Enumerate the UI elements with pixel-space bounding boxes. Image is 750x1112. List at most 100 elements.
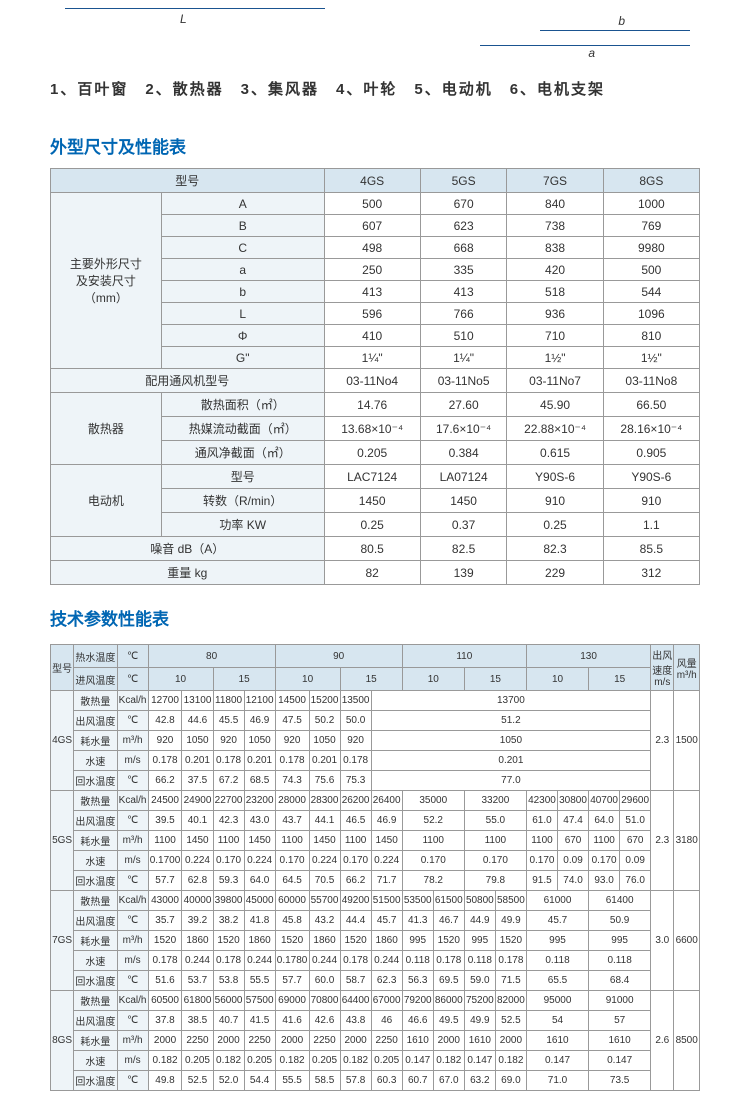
metric-label: 水速 xyxy=(74,751,117,771)
unit-label: Kcal/h xyxy=(117,791,148,811)
cell: 1100 xyxy=(213,831,244,851)
cell: 0.25 xyxy=(324,513,420,537)
weight-label: 重量 kg xyxy=(51,561,325,585)
cell: 82.3 xyxy=(507,537,603,561)
cell: 910 xyxy=(507,489,603,513)
cell: 86000 xyxy=(433,991,464,1011)
cell: 1520 xyxy=(213,931,244,951)
unit-label: Kcal/h xyxy=(117,891,148,911)
cell: 0.182 xyxy=(148,1051,182,1071)
cell: 0.1700 xyxy=(148,851,182,871)
cell: 51.0 xyxy=(620,811,651,831)
cell: 59.0 xyxy=(464,971,495,991)
cell: 2000 xyxy=(213,1031,244,1051)
th-model: 型号 xyxy=(51,169,325,193)
cell: 52.2 xyxy=(402,811,464,831)
cell: 37.5 xyxy=(182,771,213,791)
cell: 710 xyxy=(507,325,603,347)
cell: 1¼" xyxy=(324,347,420,369)
model-cell: 7GS xyxy=(51,891,74,991)
cell: 70.5 xyxy=(309,871,340,891)
cell: 920 xyxy=(275,731,309,751)
row-label: 热媒流动截面（㎡） xyxy=(161,417,324,441)
metric-label: 耗水量 xyxy=(74,831,117,851)
cell: 28.16×10⁻⁴ xyxy=(603,417,699,441)
unit-label: Kcal/h xyxy=(117,691,148,711)
cell: 0.244 xyxy=(182,951,213,971)
cell: 50.2 xyxy=(309,711,340,731)
cell: 0.170 xyxy=(526,851,557,871)
th-sub: 10 xyxy=(526,668,588,691)
cell: 54.4 xyxy=(244,1071,275,1091)
cell: 838 xyxy=(507,237,603,259)
cell: 0.09 xyxy=(620,851,651,871)
cell: 56.3 xyxy=(402,971,433,991)
cell: 74.3 xyxy=(275,771,309,791)
cell: 30800 xyxy=(558,791,589,811)
cell: 910 xyxy=(603,489,699,513)
cell: 413 xyxy=(420,281,507,303)
cell: 2000 xyxy=(275,1031,309,1051)
cell: 0.182 xyxy=(433,1051,464,1071)
cell: 596 xyxy=(324,303,420,325)
unit-label: m³/h xyxy=(117,731,148,751)
performance-table: 型号热水温度℃8090110130出风速度m/s风量m³/h进风温度℃10151… xyxy=(50,644,700,1091)
cell: 45.90 xyxy=(507,393,603,417)
cell: 43.8 xyxy=(340,1011,371,1031)
cell: 0.201 xyxy=(371,751,651,771)
cell: 26200 xyxy=(340,791,371,811)
cell: 0.118 xyxy=(402,951,433,971)
cell: 61500 xyxy=(433,891,464,911)
cell: 60000 xyxy=(275,891,309,911)
cell: 03-11No8 xyxy=(603,369,699,393)
unit-label: m/s xyxy=(117,951,148,971)
cell: 0.182 xyxy=(275,1051,309,1071)
cell: 0.170 xyxy=(213,851,244,871)
cell: 1100 xyxy=(148,831,182,851)
cell: 0.178 xyxy=(148,751,182,771)
th-4gs: 4GS xyxy=(324,169,420,193)
cell: 27.60 xyxy=(420,393,507,417)
cell: 55.5 xyxy=(244,971,275,991)
speed-cell: 2.6 xyxy=(651,991,674,1091)
cell: 42.8 xyxy=(148,711,182,731)
dim-key: B xyxy=(161,215,324,237)
cell: 73.5 xyxy=(589,1071,651,1091)
cell: 47.5 xyxy=(275,711,309,731)
cell: 0.118 xyxy=(464,951,495,971)
cell: 43.7 xyxy=(275,811,309,831)
metric-label: 回水温度 xyxy=(74,971,117,991)
cell: 49.5 xyxy=(433,1011,464,1031)
cell: 57 xyxy=(589,1011,651,1031)
dim-key: a xyxy=(161,259,324,281)
cell: 79200 xyxy=(402,991,433,1011)
cell: 769 xyxy=(603,215,699,237)
flow-cell: 8500 xyxy=(674,991,700,1091)
cell: 22700 xyxy=(213,791,244,811)
th-sub: 10 xyxy=(402,668,464,691)
cell: 0.170 xyxy=(464,851,526,871)
cell: 0.244 xyxy=(371,951,402,971)
cell: 995 xyxy=(464,931,495,951)
metric-label: 耗水量 xyxy=(74,931,117,951)
cell: 91.5 xyxy=(526,871,557,891)
metric-label: 耗水量 xyxy=(74,731,117,751)
unit-label: m³/h xyxy=(117,1031,148,1051)
cell: 920 xyxy=(340,731,371,751)
cell: 69000 xyxy=(275,991,309,1011)
cell: 53500 xyxy=(402,891,433,911)
cell: 0.37 xyxy=(420,513,507,537)
cell: 82000 xyxy=(495,991,526,1011)
cell: 66.2 xyxy=(148,771,182,791)
cell: 544 xyxy=(603,281,699,303)
cell: 1520 xyxy=(340,931,371,951)
dimensions-table: 型号 4GS 5GS 7GS 8GS 主要外形尺寸及安装尺寸（mm）A50067… xyxy=(50,168,700,585)
cell: 0.25 xyxy=(507,513,603,537)
cell: 93.0 xyxy=(589,871,620,891)
model-cell: 5GS xyxy=(51,791,74,891)
cell: 1.1 xyxy=(603,513,699,537)
row-label: 通风净截面（㎡） xyxy=(161,441,324,465)
cell: 1450 xyxy=(182,831,213,851)
cell: 52.5 xyxy=(495,1011,526,1031)
cell: 335 xyxy=(420,259,507,281)
